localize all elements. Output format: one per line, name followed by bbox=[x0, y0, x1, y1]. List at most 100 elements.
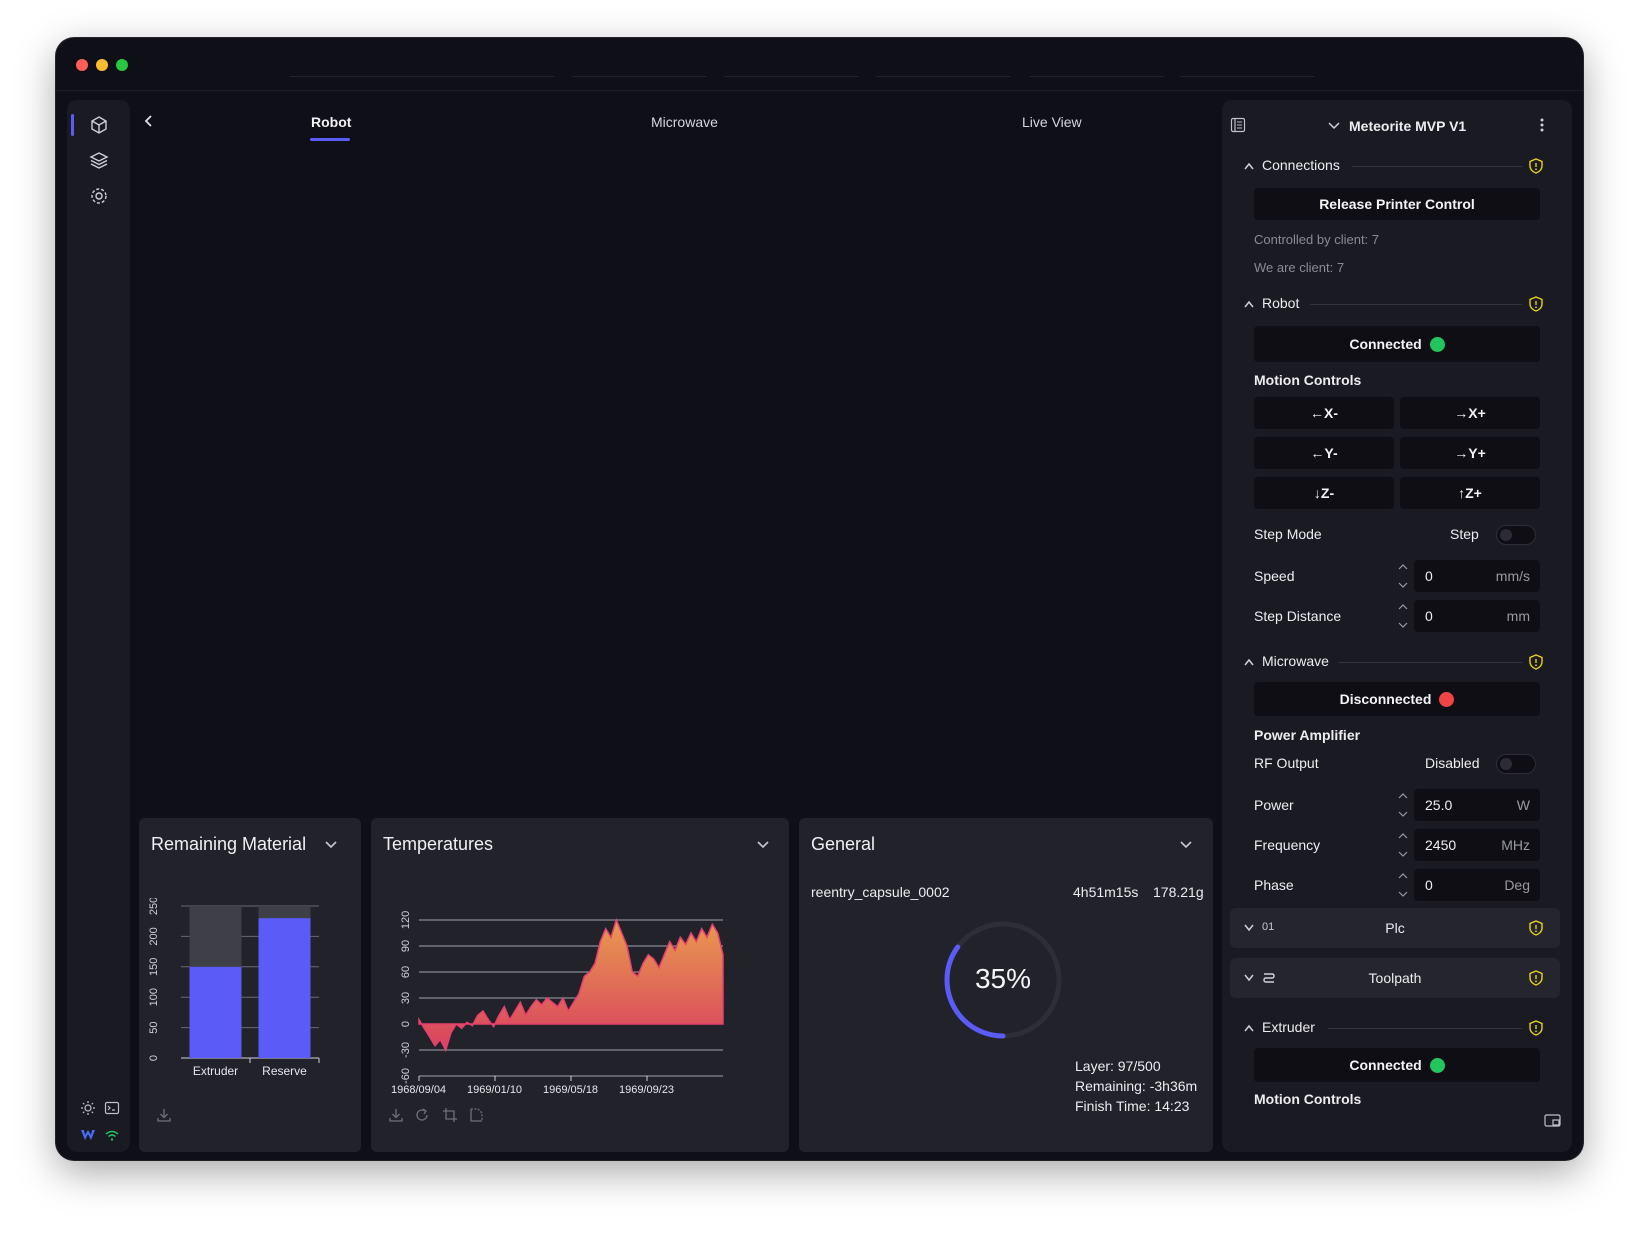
speed-stepper[interactable] bbox=[1398, 563, 1408, 589]
remaining-material-panel: Remaining Material 0 50 100 150 200 250 Extru… bbox=[139, 818, 361, 1152]
section-robot[interactable]: Robot bbox=[1262, 295, 1300, 311]
y-tick-label: -30 bbox=[400, 1042, 412, 1058]
phase-label: Phase bbox=[1254, 877, 1294, 893]
section-connections[interactable]: Connections bbox=[1262, 157, 1340, 173]
power-amplifier-label: Power Amplifier bbox=[1254, 727, 1361, 743]
section-extruder[interactable]: Extruder bbox=[1262, 1019, 1315, 1035]
warning-shield-icon bbox=[1529, 970, 1543, 986]
chevron-down-icon[interactable] bbox=[1179, 840, 1193, 850]
chevron-down-icon[interactable] bbox=[1244, 924, 1254, 932]
speed-input[interactable]: 0 mm/s bbox=[1414, 560, 1540, 592]
more-options-icon[interactable] bbox=[1540, 116, 1544, 134]
chevron-down-icon[interactable] bbox=[1328, 122, 1340, 130]
layer-count: Layer: 97/500 bbox=[1075, 1058, 1161, 1074]
motion-arrow-icon: ← bbox=[1310, 405, 1324, 421]
motion-button-yplus[interactable]: → Y+ bbox=[1400, 437, 1540, 469]
tab-robot[interactable]: Robot bbox=[311, 114, 352, 130]
reset-zoom-icon[interactable] bbox=[468, 1107, 484, 1123]
layers-icon[interactable] bbox=[89, 150, 109, 170]
minimize-window-button[interactable] bbox=[96, 59, 108, 71]
extruder-motion-controls-label: Motion Controls bbox=[1254, 1091, 1362, 1104]
chevron-down-icon[interactable] bbox=[756, 840, 770, 850]
status-indicator bbox=[1429, 336, 1445, 352]
progress-percent: 35% bbox=[974, 963, 1032, 994]
finish-time: Finish Time: 14:23 bbox=[1075, 1098, 1190, 1114]
y-tick-label: 250 bbox=[148, 898, 160, 915]
step-mode-toggle[interactable] bbox=[1496, 525, 1536, 545]
motion-button-yminus[interactable]: ← Y- bbox=[1254, 437, 1394, 469]
chevron-down-icon[interactable] bbox=[324, 840, 338, 850]
crop-icon[interactable] bbox=[442, 1107, 458, 1123]
frequency-unit: MHz bbox=[1501, 837, 1530, 853]
motion-button-xminus[interactable]: ← X- bbox=[1254, 397, 1394, 429]
release-printer-control-button[interactable]: Release Printer Control bbox=[1254, 188, 1540, 220]
printer-name[interactable]: Meteorite MVP V1 bbox=[1349, 118, 1467, 134]
status-indicator bbox=[1439, 691, 1455, 707]
motion-arrow-icon: ← bbox=[1310, 445, 1325, 461]
y-tick-label: 200 bbox=[148, 927, 160, 945]
power-input[interactable]: 25.0 W bbox=[1414, 789, 1540, 821]
y-tick-label: -60 bbox=[400, 1068, 412, 1084]
controlled-by-client: Controlled by client: 7 bbox=[1254, 232, 1380, 247]
titlebar-divider bbox=[876, 76, 1011, 77]
chevron-up-icon[interactable] bbox=[1244, 162, 1254, 170]
y-tick-label: 0 bbox=[400, 1021, 412, 1027]
phase-input[interactable]: 0 Deg bbox=[1414, 869, 1540, 901]
sun-icon[interactable] bbox=[80, 1100, 96, 1116]
terminal-icon[interactable] bbox=[104, 1100, 120, 1116]
section-divider bbox=[1352, 166, 1522, 167]
y-tick-label: 0 bbox=[148, 1055, 160, 1061]
step-distance-stepper[interactable] bbox=[1398, 603, 1408, 629]
power-stepper[interactable] bbox=[1398, 792, 1408, 818]
refresh-icon[interactable] bbox=[414, 1107, 430, 1123]
chevron-up-icon[interactable] bbox=[1244, 658, 1254, 666]
gear-icon[interactable] bbox=[89, 186, 109, 206]
step-distance-input[interactable]: 0 mm bbox=[1414, 600, 1540, 632]
tab-live-view[interactable]: Live View bbox=[1022, 114, 1082, 130]
robot-icon[interactable] bbox=[89, 115, 109, 135]
zoom-window-button[interactable] bbox=[116, 59, 128, 71]
motion-button-zplus[interactable]: ↑ Z+ bbox=[1400, 477, 1540, 509]
value-bar[interactable] bbox=[189, 966, 242, 1058]
job-stats: Layer: 97/500 Remaining: -3h36m Finish T… bbox=[1075, 1056, 1197, 1116]
back-chevron-icon[interactable] bbox=[142, 114, 156, 128]
motion-button-xplus[interactable]: → X+ bbox=[1400, 397, 1540, 429]
job-duration: 4h51m15s bbox=[1073, 884, 1139, 900]
close-window-button[interactable] bbox=[76, 59, 88, 71]
motion-label: X- bbox=[1324, 405, 1338, 421]
chevron-up-icon[interactable] bbox=[1244, 300, 1254, 308]
cast-screen-icon[interactable] bbox=[1544, 1114, 1561, 1128]
extruder-status: Connected bbox=[1254, 1048, 1540, 1082]
title-bar bbox=[56, 38, 1583, 91]
wifi-icon[interactable] bbox=[104, 1127, 120, 1143]
frequency-input[interactable]: 2450 MHz bbox=[1414, 829, 1540, 861]
section-plc[interactable]: 01 Plc bbox=[1230, 908, 1560, 948]
bars bbox=[189, 906, 311, 1058]
left-rail bbox=[67, 100, 130, 1152]
motion-arrow-icon: ↓ bbox=[1313, 485, 1321, 501]
motion-button-zminus[interactable]: ↓ Z- bbox=[1254, 477, 1394, 509]
phase-stepper[interactable] bbox=[1398, 872, 1408, 898]
y-tick-label: 150 bbox=[148, 958, 160, 976]
value-bar[interactable] bbox=[258, 918, 311, 1058]
section-divider bbox=[1338, 662, 1522, 663]
tab-microwave[interactable]: Microwave bbox=[651, 114, 718, 130]
section-toolpath[interactable]: Toolpath bbox=[1230, 958, 1560, 998]
chevron-up-icon[interactable] bbox=[1244, 1024, 1254, 1032]
power-label: Power bbox=[1254, 797, 1294, 813]
x-tick-labels: Extruder Reserve bbox=[193, 1058, 320, 1078]
progress-arc bbox=[944, 921, 1062, 1039]
plc-number: 01 bbox=[1262, 921, 1275, 933]
motion-arrow-icon: → bbox=[1454, 405, 1469, 421]
frequency-stepper[interactable] bbox=[1398, 832, 1408, 858]
rf-output-toggle[interactable] bbox=[1496, 754, 1536, 774]
y-tick-label: 100 bbox=[148, 988, 160, 1006]
chevron-down-icon[interactable] bbox=[1244, 974, 1254, 982]
download-icon[interactable] bbox=[156, 1107, 172, 1123]
section-microwave[interactable]: Microwave bbox=[1262, 653, 1329, 669]
x-tick-label: Reserve bbox=[262, 1064, 307, 1078]
sidebar-toggle-icon[interactable] bbox=[1230, 117, 1246, 133]
download-icon[interactable] bbox=[388, 1107, 404, 1123]
phase-unit: Deg bbox=[1504, 877, 1530, 893]
robot-status-label: Connected bbox=[1349, 336, 1422, 352]
